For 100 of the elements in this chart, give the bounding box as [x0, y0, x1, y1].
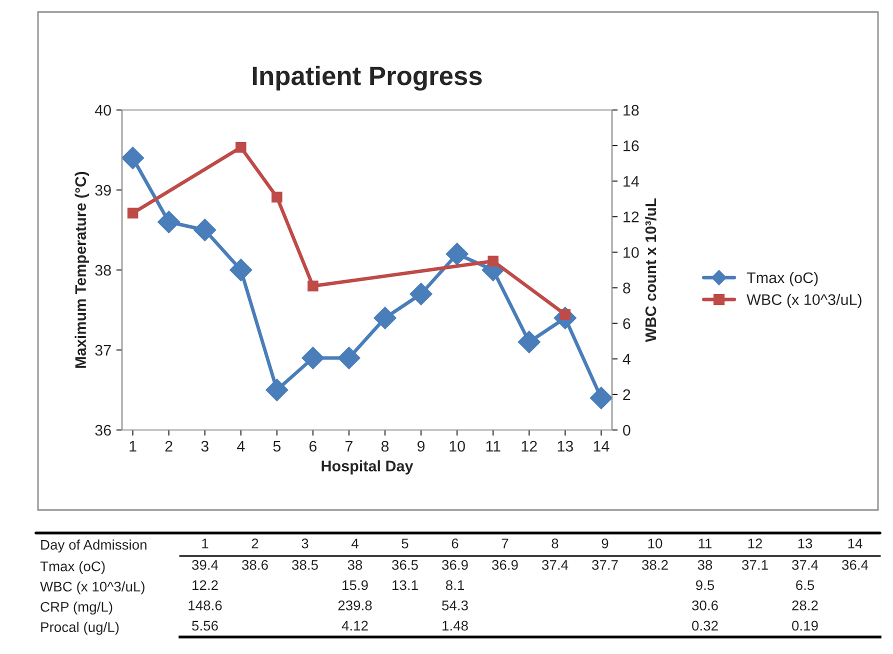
data-label: 6.5 [796, 580, 814, 590]
data-label: 15.9 [342, 580, 368, 590]
point [158, 210, 180, 234]
y2-tick-label: 14 [624, 176, 639, 187]
y-tick-label: 40 [94, 104, 111, 116]
point [302, 346, 324, 370]
point [446, 242, 468, 266]
x-tick-label: 14 [848, 538, 862, 548]
point [590, 386, 612, 410]
x-tick-label: 2 [252, 538, 258, 548]
data-label: 38.5 [292, 560, 318, 570]
point [272, 192, 282, 202]
x-tick-label: 7 [502, 538, 508, 548]
point [230, 258, 252, 282]
y2-tick-label: 8 [623, 282, 630, 294]
data-label: 38.6 [242, 560, 268, 570]
data-label: 5.56 [192, 620, 218, 631]
x-tick-label: 3 [201, 440, 208, 452]
data-label: 13.1 [392, 580, 418, 590]
y2-tick-label: 0 [623, 424, 630, 436]
point [308, 280, 318, 292]
y2-axis-title: WBC count x 10³/uL [644, 198, 656, 342]
y2-tick-label: 6 [623, 318, 630, 330]
data-label: 4.12 [342, 620, 368, 630]
x-tick-label: 14 [594, 440, 610, 452]
data-label: 0.19 [792, 620, 818, 631]
x-tick-label: 6 [452, 538, 458, 548]
legend-label: Tmax (oC) [746, 272, 818, 286]
data-label: 36.9 [442, 560, 468, 570]
point [488, 256, 498, 266]
y-tick-label: WBC (x 10^3/uL) [40, 581, 144, 594]
data-label: 1.48 [442, 620, 468, 631]
x-tick-label: 4 [351, 538, 358, 548]
data-label: 37.1 [742, 560, 768, 570]
x-tick-label: 5 [273, 440, 281, 452]
x-tick-label: 1 [202, 538, 208, 548]
y2-tick-label: 4 [622, 354, 630, 364]
point [518, 330, 540, 354]
point [266, 378, 288, 402]
point [122, 146, 144, 170]
data-label: 9.5 [696, 580, 714, 590]
data-label: 37.7 [592, 560, 618, 570]
data-label: 36.5 [392, 560, 418, 570]
y2-tick-label: 16 [624, 140, 639, 152]
data-label: 38 [348, 560, 362, 570]
y2-tick-label: 2 [623, 389, 630, 400]
data-label: 30.6 [692, 600, 718, 610]
x-tick-label: 10 [450, 440, 465, 452]
y2-tick-label: 12 [624, 212, 639, 222]
x-tick-label: 6 [309, 440, 317, 452]
point [374, 306, 396, 330]
data-label: 8.1 [446, 580, 464, 590]
x-tick-label: 11 [698, 538, 712, 548]
data-label: 239.8 [338, 600, 372, 610]
chart-title: Inpatient Progress [252, 66, 482, 91]
x-axis-title: Day of Admission [41, 540, 146, 552]
x-tick-label: 9 [418, 440, 425, 452]
x-tick-label: 10 [648, 538, 662, 548]
point [236, 142, 246, 153]
legend-label: WBC (x 10^3/uL) [746, 294, 862, 308]
data-label: 12.2 [192, 580, 218, 590]
y2-tick-label: 10 [624, 247, 639, 258]
x-tick-label: 8 [552, 538, 558, 548]
x-tick-label: 2 [165, 440, 172, 452]
data-label: 36.4 [842, 560, 868, 570]
point [194, 218, 216, 242]
x-tick-label: 1 [130, 440, 136, 452]
data-label: 38 [698, 560, 712, 570]
data-label: 37.4 [792, 560, 818, 570]
x-tick-label: 8 [381, 440, 389, 452]
point [410, 282, 432, 306]
x-tick-label: 11 [486, 440, 500, 452]
y2-tick-label: 18 [624, 104, 639, 116]
x-tick-label: 13 [798, 538, 812, 548]
x-tick-label: 7 [346, 440, 352, 452]
data-label: 28.2 [792, 600, 818, 610]
x-tick-label: 13 [558, 440, 573, 452]
y-tick-label: 39 [95, 184, 111, 196]
x-tick-label: 9 [602, 538, 608, 548]
y-tick-label: 36 [95, 424, 111, 436]
data-label: 148.6 [188, 600, 222, 610]
data-label: 54.3 [442, 600, 468, 610]
data-label: 37.4 [542, 560, 568, 570]
data-label: 0.32 [692, 620, 718, 631]
data-label: 39.4 [192, 560, 218, 570]
y-tick-label: Procal (ug/L) [41, 622, 119, 635]
x-tick-label: 4 [237, 440, 245, 452]
data-label: 36.9 [492, 560, 518, 570]
x-axis-title: Hospital Day [322, 460, 414, 474]
x-tick-label: 5 [402, 538, 408, 548]
y-axis-title: Maximum Temperature (°C) [74, 172, 90, 368]
x-tick-label: 12 [748, 538, 762, 548]
y-tick-label: Tmax (oC) [40, 561, 105, 574]
y-tick-label: CRP (mg/L) [40, 602, 112, 615]
x-tick-label: 3 [302, 538, 308, 548]
y-tick-label: 38 [95, 264, 111, 276]
point [338, 346, 360, 370]
x-tick-label: 12 [522, 440, 537, 452]
data-label: 38.2 [642, 560, 668, 570]
y-tick-label: 37 [95, 344, 111, 356]
